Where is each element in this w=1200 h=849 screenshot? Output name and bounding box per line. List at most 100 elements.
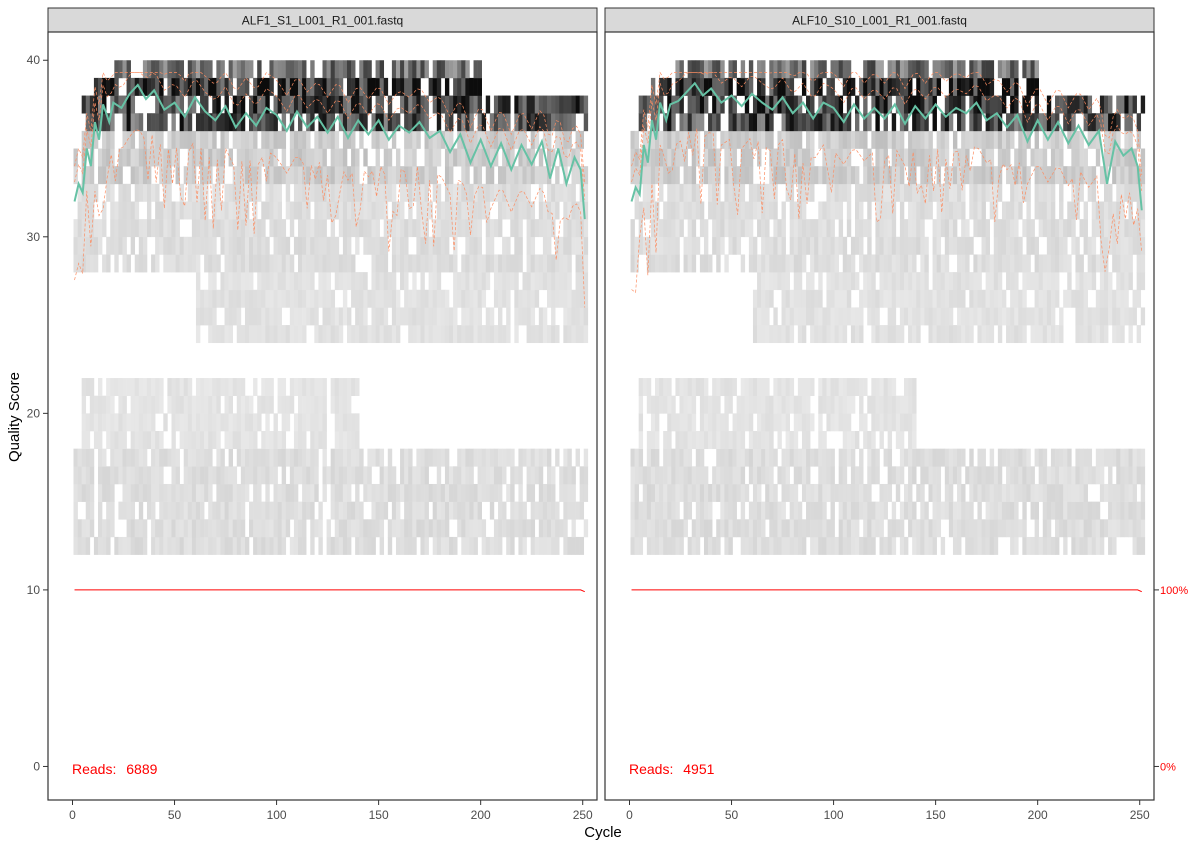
heatmap-tile [667,77,672,96]
heatmap-tile [1006,148,1011,167]
heatmap-tile [957,289,962,308]
heatmap-tile [863,183,868,202]
heatmap-tile [1055,519,1060,538]
heatmap-tile [314,148,319,167]
heatmap-tile [538,95,544,114]
heatmap-tile [167,448,172,467]
heatmap-tile [879,483,884,502]
heatmap-tile [404,483,409,502]
heatmap-tile [957,60,962,79]
heatmap-tile [265,483,270,502]
heatmap-tile [351,448,356,467]
heatmap-tile [473,289,478,308]
heatmap-tile [469,501,474,520]
heatmap-tile [989,95,995,114]
heatmap-tile [187,536,193,555]
heatmap-tile [330,219,336,238]
heatmap-tile [351,325,356,344]
heatmap-tile [981,60,986,79]
heatmap-tile [830,183,835,202]
heatmap-tile [1091,166,1097,185]
heatmap-tile [920,519,925,538]
heatmap-tile [961,307,966,326]
heatmap-tile [342,448,348,467]
heatmap-tile [257,95,262,114]
heatmap-tile [969,466,974,485]
heatmap-tile [130,77,136,96]
heatmap-tile [810,236,815,255]
heatmap-tile [957,519,962,538]
heatmap-tile [740,413,746,432]
heatmap-tile [342,95,348,114]
heatmap-tile [826,272,831,291]
heatmap-tile [583,201,589,220]
heatmap-tile [1059,95,1064,114]
heatmap-tile [298,148,303,167]
heatmap-tile [400,77,405,96]
heatmap-tile [302,325,307,344]
heatmap-tile [912,166,917,185]
heatmap-tile [98,219,103,238]
heatmap-tile [534,536,540,555]
heatmap-tile [306,219,311,238]
heatmap-tile [195,77,201,96]
heatmap-tile [977,501,982,520]
heatmap-tile [298,201,303,220]
heatmap-tile [1022,466,1027,485]
heatmap-tile [159,236,164,255]
heatmap-tile [993,130,999,149]
heatmap-tile [638,431,644,449]
heatmap-tile [826,413,831,432]
heatmap-tile [261,519,266,538]
heatmap-tile [155,77,160,96]
heatmap-tile [1132,466,1137,485]
heatmap-tile [244,236,250,255]
heatmap-tile [493,130,499,149]
heatmap-tile [167,536,172,555]
heatmap-tile [765,272,770,291]
heatmap-tile [310,501,315,520]
heatmap-tile [785,519,790,538]
heatmap-tile [1010,325,1015,344]
heatmap-tile [1079,166,1084,185]
heatmap-tile [801,236,807,255]
heatmap-tile [842,378,848,396]
heatmap-tile [1116,289,1121,308]
heatmap-tile [948,201,954,220]
heatmap-tile [106,77,111,96]
heatmap-tile [204,254,209,273]
heatmap-tile [663,166,668,185]
heatmap-tile [1140,501,1146,520]
heatmap-tile [744,378,750,396]
heatmap-tile [720,236,725,255]
heatmap-tile [993,483,999,502]
heatmap-tile [761,236,766,255]
heatmap-tile [400,219,405,238]
heatmap-tile [683,431,688,449]
heatmap-tile [547,130,552,149]
heatmap-tile [187,95,193,114]
heatmap-tile [285,395,291,414]
heatmap-tile [810,536,815,555]
heatmap-tile [457,501,462,520]
heatmap-tile [485,272,491,291]
heatmap-tile [850,483,856,502]
heatmap-tile [924,519,929,538]
heatmap-tile [1038,166,1044,185]
heatmap-tile [1120,166,1125,185]
heatmap-tile [534,166,540,185]
heatmap-tile [453,466,458,485]
heatmap-tile [940,148,946,167]
heatmap-tile [1128,272,1133,291]
heatmap-tile [559,236,564,255]
heatmap-tile [703,166,709,185]
heatmap-tile [183,201,189,220]
heatmap-tile [457,219,462,238]
heatmap-tile [322,413,327,432]
heatmap-tile [981,77,986,96]
heatmap-tile [1124,148,1129,167]
heatmap-tile [298,272,303,291]
heatmap-tile [981,166,986,185]
heatmap-tile [899,519,905,538]
heatmap-tile [944,466,950,485]
